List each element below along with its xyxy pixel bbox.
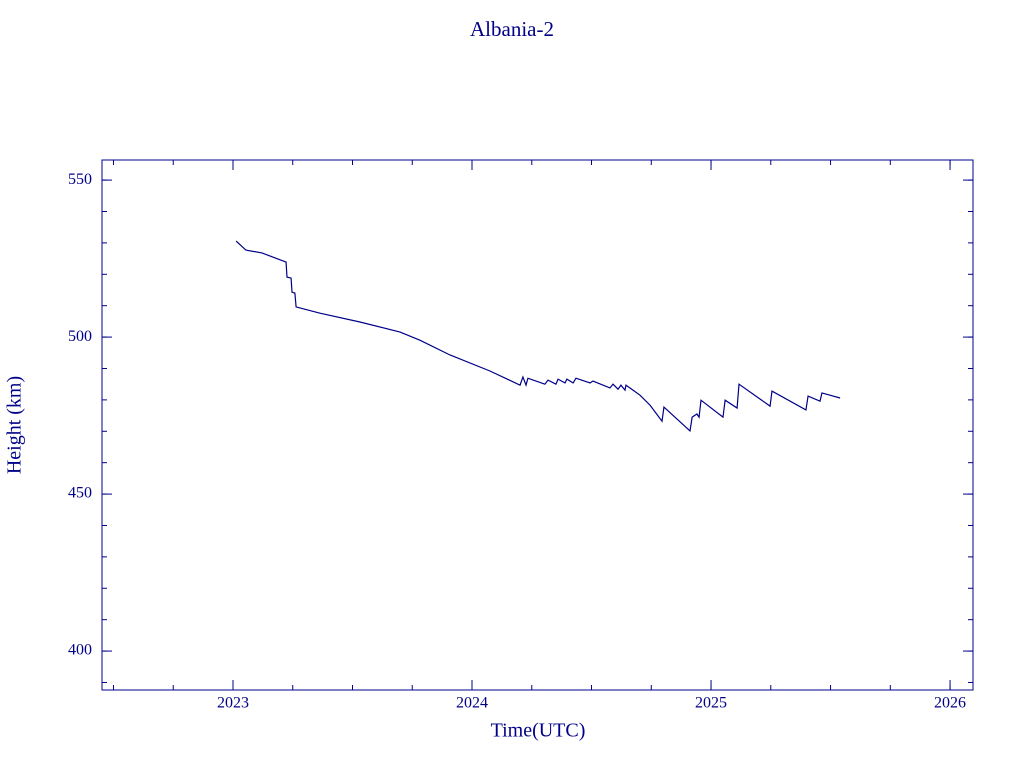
y-tick-label: 400 <box>68 642 92 659</box>
x-tick-label: 2024 <box>456 695 488 712</box>
data-line <box>235 240 841 433</box>
x-tick-label: 2026 <box>934 695 966 712</box>
x-tick-label: 2023 <box>217 695 249 712</box>
x-tick-label: 2025 <box>695 695 727 712</box>
y-tick-label: 550 <box>68 171 92 188</box>
x-axis-label: Time(UTC) <box>491 720 586 742</box>
chart-title: Albania-2 <box>470 17 554 41</box>
y-tick-label: 500 <box>68 328 92 345</box>
y-axis-label: Height (km) <box>4 376 26 474</box>
plot-frame <box>101 159 974 691</box>
y-tick-label: 450 <box>68 485 92 502</box>
